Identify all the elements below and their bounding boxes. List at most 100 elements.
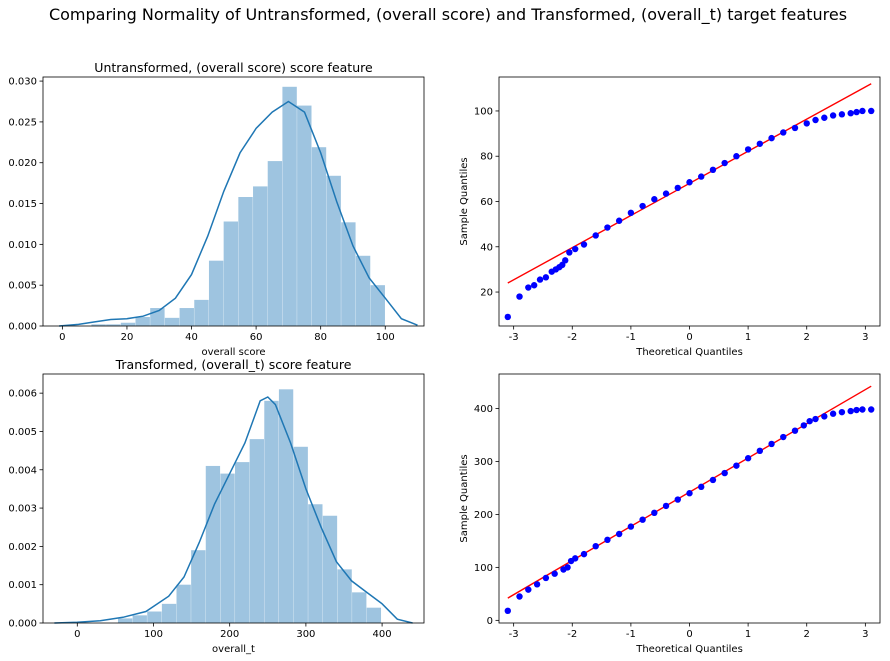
qq-point-41: [868, 107, 875, 115]
subplot-3: 0 100 200 300 400 0.000 0.001 0.002 0.003 0.004 0.…: [8, 357, 425, 655]
qq-point-17: [651, 509, 658, 517]
y-tick-label: 100: [474, 106, 493, 117]
axes-frame: [42, 373, 425, 624]
qq-point-16: [604, 224, 611, 231]
qq-point-16: [639, 516, 646, 523]
qq-point-26: [756, 447, 764, 455]
y-axis-label: Sample Quantiles: [459, 157, 470, 245]
x-tick-label: 0: [686, 332, 692, 343]
x-axis-label: overall score: [201, 347, 265, 358]
qq-point-5: [542, 574, 550, 582]
qq-point-12: [592, 542, 599, 550]
histogram-bar-9: [205, 465, 221, 623]
histogram-bar-12: [249, 439, 264, 623]
qq-point-11: [580, 550, 588, 558]
kde-curve: [54, 396, 413, 624]
qq-point-28: [744, 146, 752, 153]
histogram-bar-5: [147, 611, 162, 623]
y-tick-label: 80: [480, 152, 493, 163]
qq-point-14: [580, 241, 588, 248]
qq-point-30: [800, 422, 807, 429]
qq-point-38: [847, 110, 854, 117]
qq-point-23: [686, 179, 693, 186]
qq-point-21: [662, 190, 670, 197]
qq-point-38: [859, 406, 866, 413]
qq-point-11: [562, 257, 569, 264]
qq-point-36: [847, 407, 854, 415]
x-tick-label: -3: [509, 629, 519, 640]
axes-frame: [498, 76, 881, 327]
qq-point-22: [674, 184, 681, 192]
qq-point-25: [709, 166, 717, 174]
x-tick-label: 1: [745, 332, 751, 343]
qq-point-27: [733, 153, 740, 160]
qq-point-3: [525, 284, 532, 291]
histogram-bar-3: [120, 322, 136, 326]
x-tick-label: 400: [373, 629, 392, 640]
histogram-bar-13: [267, 161, 283, 326]
y-tick-label: 0.006: [8, 389, 37, 400]
qq-point-35: [838, 408, 846, 416]
histogram-bar-10: [223, 221, 239, 326]
qq-point-34: [812, 116, 819, 124]
qq-point-13: [604, 536, 611, 544]
qq-point-36: [829, 112, 837, 119]
y-tick-label: 0.000: [8, 619, 37, 630]
x-tick-label: 100: [144, 629, 163, 640]
qq-point-10: [559, 261, 566, 269]
x-tick-label: 0: [686, 629, 692, 640]
y-tick-label: 400: [474, 404, 493, 415]
histogram-bar-14: [278, 389, 294, 623]
histogram-bar-12: [253, 186, 268, 326]
histogram-bar-20: [366, 607, 382, 623]
figure-suptitle: Comparing Normality of Untransformed, (o…: [49, 5, 847, 25]
qq-point-18: [662, 502, 670, 510]
kde-curve: [59, 100, 418, 327]
qq-point-20: [686, 490, 693, 497]
x-tick-label: 2: [804, 629, 810, 640]
y-tick-label: 0.004: [8, 465, 37, 476]
y-tick-label: 0: [487, 616, 493, 627]
qq-point-6: [542, 274, 550, 281]
qq-point-32: [791, 124, 799, 132]
y-tick-label: 0.002: [8, 542, 37, 553]
x-axis-label: overall_t: [212, 644, 255, 655]
x-tick-label: -1: [626, 629, 636, 640]
qq-point-3: [525, 586, 532, 593]
qq-point-17: [615, 217, 623, 224]
y-tick-label: 0.001: [8, 580, 37, 591]
x-tick-label: 2: [804, 332, 810, 343]
histogram-bar-10: [220, 473, 235, 623]
y-axis-label: Sample Quantiles: [459, 454, 470, 542]
histogram-bar-19: [352, 592, 367, 623]
y-tick-label: 0.030: [8, 77, 37, 88]
x-tick-label: -2: [567, 629, 577, 640]
histogram-bar-2: [106, 324, 121, 326]
qq-point-15: [592, 232, 599, 239]
subplot-1: 0 20 40 60 80 100 0.000 0.005 0.010 0.015 0.020 0.0…: [8, 60, 425, 358]
x-tick-label: 300: [296, 629, 315, 640]
x-tick-label: 80: [314, 332, 327, 343]
qq-point-20: [651, 196, 658, 203]
qq-point-33: [821, 413, 828, 420]
histogram-bar-16: [311, 147, 327, 326]
histogram-bar-20: [370, 285, 385, 326]
y-tick-label: 0.003: [8, 504, 37, 515]
y-tick-label: 0.005: [8, 281, 37, 292]
histogram-bar-15: [297, 105, 312, 327]
x-tick-label: 3: [862, 629, 868, 640]
qq-point-12: [566, 249, 573, 256]
histogram-bar-6: [161, 603, 177, 623]
qq-point-25: [744, 455, 752, 462]
qq-point-6: [551, 570, 558, 577]
y-tick-label: 300: [474, 457, 493, 468]
subplot-title: Untransformed, (overall score) score fea…: [94, 60, 373, 75]
qq-point-27: [768, 440, 775, 448]
x-tick-label: 3: [862, 332, 868, 343]
histogram-bar-11: [238, 197, 253, 326]
histogram-bar-17: [326, 175, 341, 326]
qq-point-14: [615, 530, 623, 538]
x-axis-label: Theoretical Quantiles: [635, 347, 743, 358]
qq-point-39: [853, 108, 860, 116]
x-tick-label: -1: [626, 332, 636, 343]
